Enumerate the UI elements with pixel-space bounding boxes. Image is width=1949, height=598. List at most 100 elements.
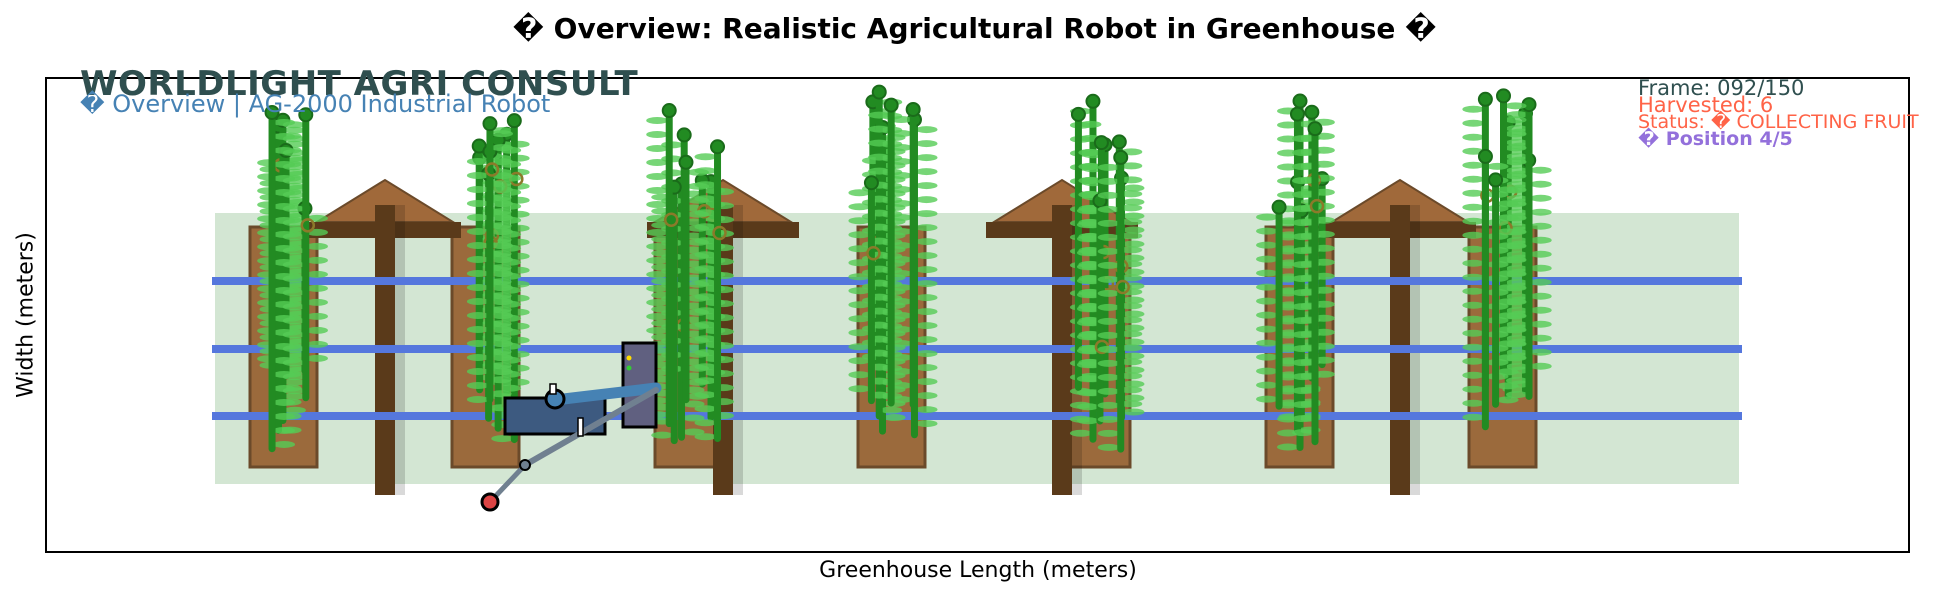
leaf [1291,177,1314,185]
leaf [1122,184,1145,192]
leaf [490,158,513,166]
leaf [915,168,938,176]
leaf [1462,231,1485,239]
leaf [915,182,938,190]
leaf [1097,415,1120,423]
leaf [1291,219,1314,227]
leaf [1291,261,1314,269]
leaf [466,353,489,361]
leaf [694,377,717,385]
leaf [1506,209,1529,217]
leaf [1496,340,1519,348]
leaf [1076,207,1099,215]
leaf [1076,361,1099,369]
leaf [1504,172,1527,180]
robot-upper-arm [549,382,662,406]
leaf [1462,133,1485,141]
leaf [1097,345,1120,353]
leaf [868,153,891,161]
leaf [305,326,328,334]
leaf [868,111,891,119]
frame-counter: Frame: 092/150 [1638,76,1805,100]
leaf [1506,321,1529,329]
leaf [1462,175,1485,183]
leaf [646,159,669,167]
leaf [273,356,296,364]
leaf [466,199,489,207]
leaf [1506,251,1529,259]
plant-bud [710,139,726,155]
plant-bud [506,113,522,129]
leaf [489,348,512,356]
leaf [883,414,906,422]
leaf [273,244,296,252]
plant-bud [1271,199,1287,215]
leaf [694,181,717,189]
leaf [273,314,296,322]
plant-bud [1113,149,1129,165]
leaf [1120,302,1143,310]
company-brand: WORLDLIGHT AGRI CONSULT [80,64,639,104]
leaf [646,285,669,293]
leaf [1256,395,1279,403]
leaf [915,322,938,330]
leaf [1462,189,1485,197]
leaf [1079,120,1102,128]
rail-sensor [1193,345,1201,353]
leaf [1120,344,1143,352]
leaf [490,144,513,152]
leaf [1076,389,1099,397]
leaf [694,293,717,301]
leaf [489,306,512,314]
leaf [1291,205,1314,213]
fruit-icon [712,225,727,241]
leaf [283,126,306,134]
leaf [1122,254,1145,262]
rail-sensor [1193,277,1201,285]
leaf [646,313,669,321]
leaf [1496,186,1519,194]
plant-bud [1488,172,1504,188]
plant-bud [482,116,498,132]
leaf [499,384,522,392]
leaf [466,339,489,347]
leaf [1076,333,1099,341]
leaf [694,195,717,203]
leaf [646,229,669,237]
leaf [1291,345,1314,353]
leaf [1076,417,1099,425]
leaf [646,201,669,209]
leaf [273,146,296,154]
leaf [305,312,328,320]
leaf [848,231,871,239]
leaf [1291,275,1314,283]
leaf [1506,167,1529,175]
leaf [1462,203,1485,211]
leaf [1097,443,1120,451]
rail-sensor [1193,412,1201,420]
leaf [1120,316,1143,324]
leaf [489,264,512,272]
leaf [1529,194,1552,202]
leaf [1256,339,1279,347]
leaf [1097,317,1120,325]
leaf [646,299,669,307]
elbow-joint [519,459,531,471]
leaf [848,301,871,309]
leaf [489,208,512,216]
leaf [1078,177,1101,185]
leaf [273,384,296,392]
leaf [1506,181,1529,189]
leaf [1097,429,1120,437]
robot-icon [480,341,662,512]
leaf [1291,247,1314,255]
plant-bud [905,101,921,117]
leaf [305,270,328,278]
leaf [848,315,871,323]
leaf [880,406,903,414]
leaf [1097,191,1120,199]
leaf [1122,212,1145,220]
arm-mount [549,383,557,395]
leaf [1122,324,1145,332]
plant-bud [1307,121,1323,137]
